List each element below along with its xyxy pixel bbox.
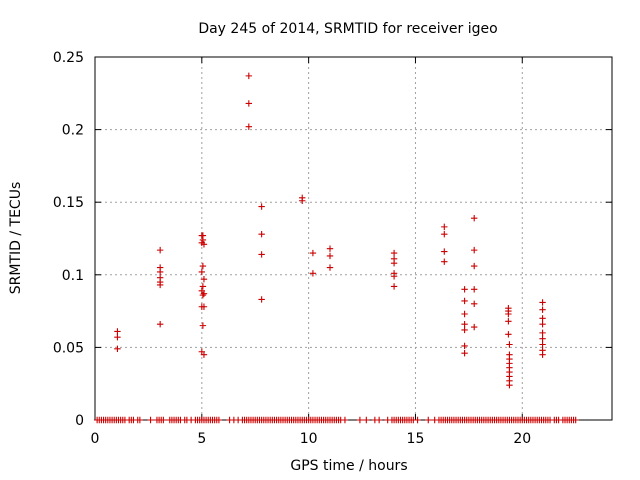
- data-point: [539, 299, 546, 306]
- data-point: [258, 203, 265, 210]
- data-point: [505, 318, 512, 325]
- x-axis-title: GPS time / hours: [290, 458, 407, 474]
- data-point: [461, 342, 468, 350]
- data-point: [114, 328, 121, 335]
- zero-data-point: [363, 416, 370, 424]
- data-point: [471, 262, 478, 270]
- zero-data-point: [414, 416, 421, 424]
- data-point: [200, 303, 208, 310]
- x-axis-tick-labels: 0 5 10 15 20: [91, 431, 532, 447]
- data-point: [199, 291, 207, 299]
- x-tick-label: 0: [91, 431, 100, 447]
- data-point: [156, 246, 164, 254]
- data-point: [539, 335, 546, 342]
- data-point: [200, 351, 208, 358]
- x-tick-label: 5: [197, 431, 206, 447]
- data-point: [461, 326, 468, 334]
- data-point: [245, 72, 253, 80]
- data-point: [390, 273, 398, 280]
- data-point: [461, 297, 468, 305]
- data-point: [390, 259, 398, 267]
- data-point: [156, 281, 164, 289]
- y-tick-label: 0.2: [62, 123, 84, 139]
- data-point: [441, 258, 448, 265]
- data-point: [505, 331, 512, 338]
- data-point: [245, 123, 253, 130]
- zero-data-point: [147, 416, 154, 424]
- data-point: [471, 323, 478, 331]
- data-point: [506, 341, 513, 348]
- zero-data-point: [356, 416, 364, 424]
- y-tick-label: 0: [75, 413, 84, 429]
- data-point: [539, 341, 546, 348]
- chart-title: Day 245 of 2014, SRMTID for receiver ige…: [198, 21, 497, 37]
- data-point: [441, 223, 448, 231]
- axis-ticks: [94, 56, 612, 421]
- data-point: [199, 232, 207, 239]
- data-point: [156, 268, 164, 276]
- data-point: [198, 239, 206, 247]
- grid-lines: [95, 57, 612, 420]
- data-point: [390, 249, 398, 257]
- x-tick-label: 20: [513, 431, 531, 447]
- data-point: [461, 350, 468, 357]
- data-point: [245, 100, 253, 107]
- data-point: [199, 283, 207, 290]
- data-point: [461, 320, 468, 328]
- y-axis-tick-labels: 0 0.05 0.1 0.15 0.2 0.25: [53, 50, 84, 429]
- y-tick-label: 0.15: [53, 195, 84, 211]
- data-point: [309, 270, 317, 277]
- y-tick-label: 0.05: [53, 340, 84, 356]
- zero-data-point: [425, 416, 432, 424]
- data-point: [198, 268, 206, 276]
- data-point: [326, 252, 334, 260]
- data-point: [326, 264, 334, 271]
- data-points: [93, 72, 579, 424]
- data-point: [114, 345, 121, 353]
- data-point: [539, 329, 546, 337]
- data-point: [299, 197, 306, 204]
- data-point: [471, 286, 478, 293]
- zero-data-point: [215, 416, 223, 424]
- data-point: [199, 322, 207, 329]
- data-point: [539, 320, 546, 328]
- data-point: [471, 300, 478, 308]
- data-point: [539, 351, 546, 358]
- data-point: [156, 320, 164, 328]
- data-point: [258, 296, 265, 303]
- data-point: [258, 230, 265, 238]
- data-point: [539, 306, 546, 313]
- data-point: [471, 214, 478, 222]
- data-point: [471, 246, 478, 254]
- data-point: [114, 334, 121, 341]
- zero-data-point: [375, 416, 383, 424]
- data-point: [506, 381, 513, 389]
- x-tick-label: 15: [407, 431, 425, 447]
- zero-data-point: [136, 416, 144, 424]
- data-point: [441, 230, 448, 238]
- y-axis-title: SRMTID / TECUs: [8, 182, 24, 295]
- data-point: [461, 286, 468, 293]
- data-point: [461, 310, 468, 318]
- data-point: [390, 283, 398, 290]
- data-point: [199, 262, 207, 270]
- y-tick-label: 0.25: [53, 50, 84, 66]
- data-point: [258, 251, 265, 258]
- data-point: [200, 275, 208, 283]
- data-point: [441, 248, 448, 255]
- data-point: [539, 315, 546, 322]
- y-tick-label: 0.1: [62, 268, 84, 284]
- plot-frame: [94, 56, 613, 421]
- data-point: [326, 245, 334, 252]
- zero-data-point: [341, 416, 349, 424]
- data-point: [200, 290, 208, 297]
- x-tick-label: 10: [300, 431, 318, 447]
- data-point: [309, 249, 317, 257]
- data-point: [505, 310, 512, 318]
- zero-data-point: [160, 416, 167, 424]
- zero-data-point: [572, 416, 579, 424]
